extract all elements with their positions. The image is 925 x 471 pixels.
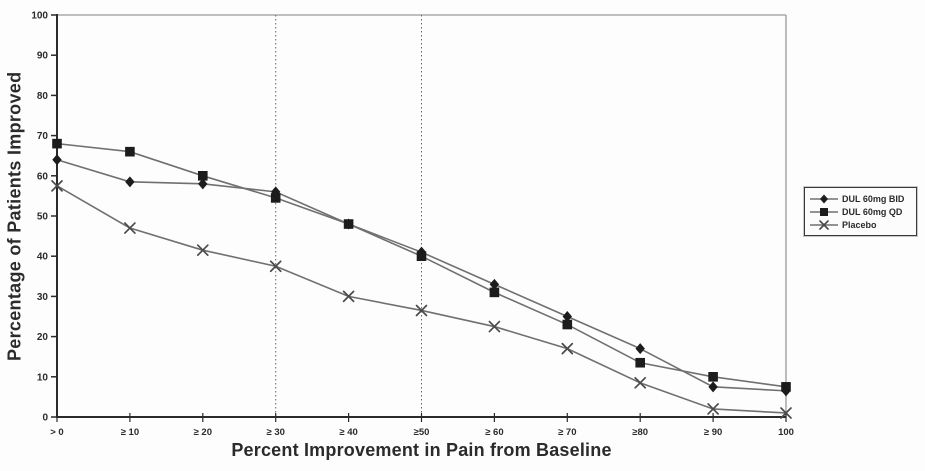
marker-square-dul-60mg-qd [781,382,791,392]
marker-square-dul-60mg-qd [270,193,281,203]
x-tick-label: ≥ 30 [266,427,284,438]
marker-x-placebo [561,342,574,355]
x-tick-label: ≥ 70 [558,427,576,438]
x-tick-label: ≥80 [632,427,648,438]
x-tick-label: ≥ 10 [121,427,139,438]
marker-square-dul-60mg-qd [125,146,135,157]
y-tick-label: 80 [37,91,49,102]
y-tick-label: 100 [31,11,48,22]
legend-item-dul-60mg-bid: DUL 60mg BID [809,192,911,205]
marker-diamond-dul-60mg-bid [562,311,572,322]
marker-x-placebo [342,290,355,303]
marker-square-dul-60mg-qd [52,138,62,149]
y-tick-label: 70 [37,131,49,142]
x-tick-label: ≥ 20 [194,427,212,438]
y-tick-label: 10 [37,372,49,383]
y-tick-label: 0 [42,413,48,424]
x-tick-label: 100 [778,427,794,438]
marker-diamond-dul-60mg-bid [489,278,500,290]
legend-label: DUL 60mg QD [842,206,903,217]
x-tick-label: ≥ 60 [485,427,503,438]
marker-diamond-dul-60mg-bid [635,343,645,355]
marker-x-placebo [707,403,719,415]
marker-x-placebo [196,244,209,257]
square-line-icon [810,207,838,216]
legend-box: DUL 60mg BID DUL 60mg QD Placebo [803,186,918,237]
y-tick-label: 40 [37,252,49,263]
y-tick-label: 60 [37,171,49,182]
marker-x-placebo [634,376,647,389]
marker-x-placebo [51,180,63,192]
y-tick-label: 20 [37,332,49,343]
legend-item-dul-60mg-qd: DUL 60mg QD [809,205,911,218]
marker-x-placebo [488,320,501,333]
legend-item-placebo: Placebo [809,218,911,231]
y-tick-label: 50 [37,212,49,223]
y-tick-label: 90 [37,51,49,62]
marker-x-placebo [269,260,282,273]
x-tick-label: ≥ 90 [704,427,722,438]
marker-square-dul-60mg-qd [708,372,718,382]
marker-diamond-dul-60mg-bid [125,176,135,188]
x-tick-label: ≥50 [414,427,430,438]
marker-square-dul-60mg-qd [562,319,573,330]
marker-x-placebo [415,304,428,317]
x-line-icon [810,219,838,230]
marker-diamond-dul-60mg-bid [708,381,718,393]
marker-x-placebo [780,407,792,419]
y-tick-label: 30 [37,292,49,303]
diamond-line-icon [810,194,838,203]
marker-diamond-dul-60mg-bid [52,154,62,166]
x-tick-label: > 0 [50,427,63,438]
marker-square-dul-60mg-qd [416,251,427,261]
marker-square-dul-60mg-qd [635,357,645,368]
x-axis-title: Percent Improvement in Pain from Baselin… [231,440,612,460]
marker-square-dul-60mg-qd [343,219,354,229]
marker-diamond-dul-60mg-bid [198,178,208,190]
marker-x-placebo [124,222,136,234]
marker-square-dul-60mg-qd [198,171,208,181]
marker-square-dul-60mg-qd [489,287,500,298]
legend-label: Placebo [842,219,877,230]
legend-label: DUL 60mg BID [842,193,905,204]
x-tick-label: ≥ 40 [339,427,357,438]
